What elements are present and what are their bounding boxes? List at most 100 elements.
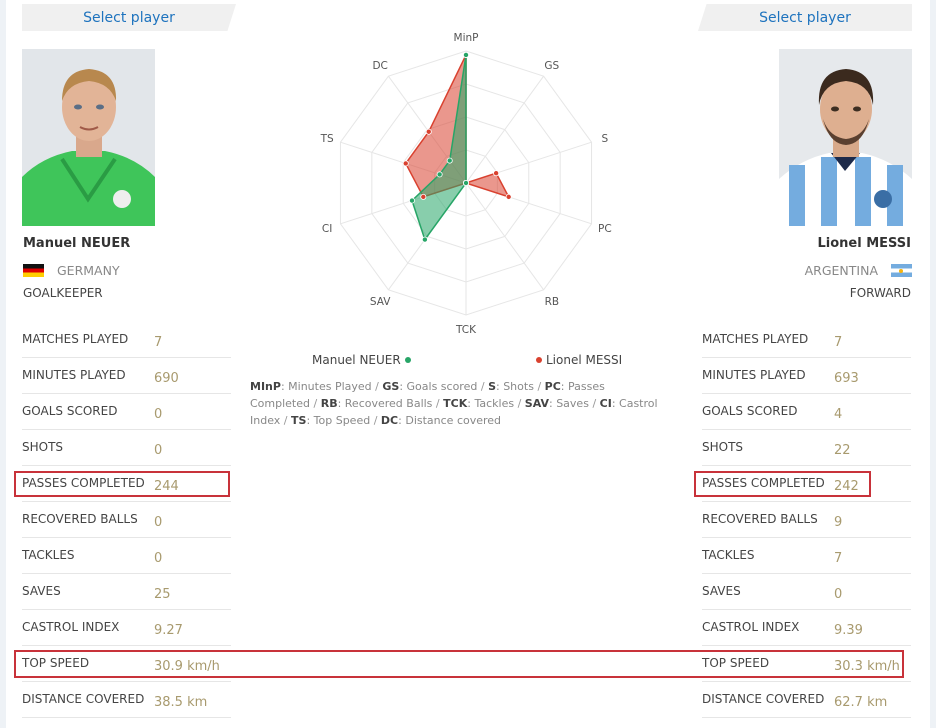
stat-value: 30.9 km/h xyxy=(154,659,220,674)
radar-axis-label: MinP xyxy=(454,32,479,44)
abbr: DC xyxy=(380,414,399,427)
stat-row: PASSES COMPLETED 242 xyxy=(702,466,911,502)
stat-label: TOP SPEED xyxy=(22,655,90,670)
stat-row: PASSES COMPLETED 244 xyxy=(22,466,231,502)
player-position-left: GOALKEEPER xyxy=(23,286,103,300)
germany-flag-icon xyxy=(23,264,44,277)
radar-point xyxy=(425,128,432,135)
stat-value: 9.39 xyxy=(834,623,863,638)
stat-value: 690 xyxy=(154,371,179,386)
radar-axis-label: S xyxy=(602,133,609,145)
stat-row: MINUTES PLAYED 690 xyxy=(22,358,231,394)
stat-label: SAVES xyxy=(702,583,741,598)
stat-label: CASTROL INDEX xyxy=(22,619,120,634)
stat-value: 7 xyxy=(834,551,843,566)
stat-label: MINUTES PLAYED xyxy=(22,367,126,382)
stat-label: PASSES COMPLETED xyxy=(702,475,825,490)
abbr-desc: Saves xyxy=(556,397,589,410)
country-name-right: ARGENTINA xyxy=(804,263,878,278)
stat-row: SHOTS 0 xyxy=(22,430,231,466)
legend-item-neuer[interactable]: Manuel NEUER xyxy=(312,353,411,367)
select-player-right-button[interactable]: Select player xyxy=(698,4,912,31)
player-country-left: GERMANY xyxy=(23,263,120,278)
stat-value: 244 xyxy=(154,479,179,494)
stats-table-left: MATCHES PLAYED 7 MINUTES PLAYED 690 GOALS … xyxy=(22,322,231,718)
stat-row: DISTANCE COVERED 38.5 km xyxy=(22,682,231,718)
stat-value: 0 xyxy=(154,407,163,422)
stat-value: 693 xyxy=(834,371,859,386)
legend-item-messi[interactable]: Lionel MESSI xyxy=(536,353,622,367)
radar-series xyxy=(402,51,512,243)
stat-value: 25 xyxy=(154,587,171,602)
stat-value: 30.3 km/h xyxy=(834,659,900,674)
abbr-desc: Distance covered xyxy=(405,414,502,427)
stat-row: CASTROL INDEX 9.27 xyxy=(22,610,231,646)
legend-dot-neuer-icon xyxy=(404,357,411,363)
stat-row: TOP SPEED 30.9 km/h xyxy=(22,646,231,682)
radar-axis-label: DC xyxy=(372,60,387,72)
stat-label: GOALS SCORED xyxy=(702,403,798,418)
stat-row: DISTANCE COVERED 62.7 km xyxy=(702,682,911,718)
abbr-desc: Minutes Played xyxy=(288,380,372,393)
stat-label: RECOVERED BALLS xyxy=(22,511,138,526)
player-country-right: ARGENTINA xyxy=(805,263,912,278)
legend-label-messi: Lionel MESSI xyxy=(546,353,623,367)
stats-table-right: MATCHES PLAYED 7 MINUTES PLAYED 693 GOALS … xyxy=(702,322,911,718)
stat-value: 7 xyxy=(834,335,843,350)
abbr: PC xyxy=(544,380,561,393)
radar-point xyxy=(493,170,500,177)
radar-axis-line xyxy=(465,182,544,291)
player-photo-neuer xyxy=(22,49,155,226)
stat-value: 62.7 km xyxy=(834,695,888,710)
radar-axis-label: PC xyxy=(598,223,612,235)
stat-row: TACKLES 7 xyxy=(702,538,911,574)
radar-point xyxy=(409,197,416,204)
stat-value: 9 xyxy=(834,515,843,530)
player-name-left: Manuel NEUER xyxy=(23,236,131,251)
stat-label: SAVES xyxy=(22,583,61,598)
stat-row: RECOVERED BALLS 0 xyxy=(22,502,231,538)
abbr-desc: Goals scored xyxy=(406,380,478,393)
argentina-flag-icon xyxy=(891,264,912,277)
radar-point xyxy=(402,160,409,167)
radar-axis-line xyxy=(465,75,544,184)
stat-label: GOALS SCORED xyxy=(22,403,118,418)
stat-label: MATCHES PLAYED xyxy=(702,331,809,346)
abbr-desc: Tackles xyxy=(474,397,515,410)
stat-value: 22 xyxy=(834,443,851,458)
stat-label: DISTANCE COVERED xyxy=(22,691,145,706)
abbr-desc: Shots xyxy=(503,380,534,393)
stat-label: DISTANCE COVERED xyxy=(702,691,825,706)
abbr: SAV xyxy=(524,397,549,410)
player-name-right: Lionel MESSI xyxy=(817,236,911,251)
stat-label: MATCHES PLAYED xyxy=(22,331,129,346)
stat-label: TOP SPEED xyxy=(702,655,770,670)
radar-axis-label: TS xyxy=(320,133,334,145)
radar-point xyxy=(462,179,469,186)
stat-label: CASTROL INDEX xyxy=(702,619,800,634)
radar-point xyxy=(446,157,453,164)
player-position-right: FORWARD xyxy=(849,286,911,300)
page-edge-left xyxy=(0,0,6,728)
stat-label: TACKLES xyxy=(22,547,75,562)
abbr-desc: Top Speed xyxy=(313,414,371,427)
stat-value: 0 xyxy=(154,443,163,458)
abbreviation-legend: MInP: Minutes Played / GS: Goals scored … xyxy=(250,380,658,427)
stat-row: CASTROL INDEX 9.39 xyxy=(702,610,911,646)
stat-row: TOP SPEED 30.3 km/h xyxy=(702,646,911,682)
stat-value: 0 xyxy=(154,515,163,530)
stat-row: SAVES 0 xyxy=(702,574,911,610)
abbr: TS xyxy=(291,414,307,427)
radar-axis-label: GS xyxy=(544,60,559,72)
stat-label: RECOVERED BALLS xyxy=(702,511,818,526)
radar-chart: MinP GS S PC RB TCK SAV CI TS DC xyxy=(320,32,612,336)
abbr-desc: Passes Completed xyxy=(250,380,605,410)
stat-value: 242 xyxy=(834,479,859,494)
stat-value: 38.5 km xyxy=(154,695,208,710)
select-player-left-button[interactable]: Select player xyxy=(22,4,236,31)
radar-point xyxy=(462,51,469,58)
radar-axis-label: SAV xyxy=(370,296,391,308)
abbr-desc: Recovered Balls xyxy=(344,397,433,410)
stat-label: SHOTS xyxy=(702,439,744,454)
radar-point xyxy=(421,236,428,243)
